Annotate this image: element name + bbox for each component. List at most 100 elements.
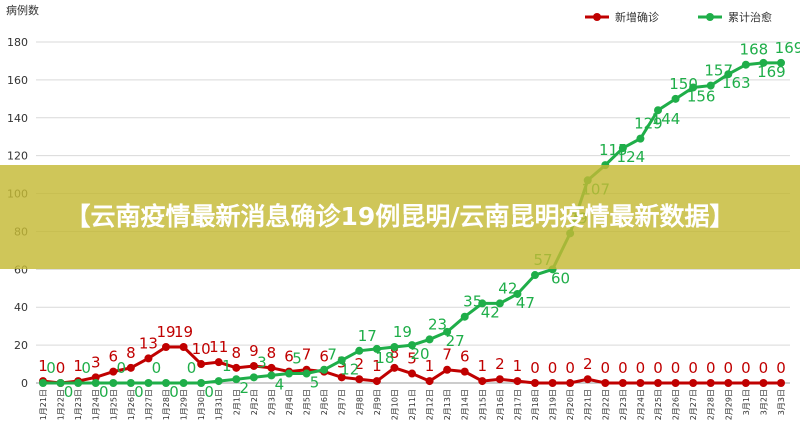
x-tick-label: 2月21日 [584, 389, 593, 420]
data-label: 0 [46, 359, 56, 377]
data-label: 0 [152, 359, 162, 377]
x-tick-label: 2月27日 [689, 389, 698, 420]
data-label: 129 [634, 115, 663, 133]
x-tick-label: 1月30日 [197, 389, 206, 420]
point [671, 379, 680, 387]
point [267, 371, 276, 380]
x-tick-label: 1月31日 [215, 389, 224, 420]
y-tick-label: 120 [7, 150, 28, 163]
x-tick-label: 1月21日 [39, 389, 48, 420]
x-tick-label: 1月24日 [92, 389, 101, 420]
data-label: 144 [652, 110, 681, 128]
point [109, 379, 118, 387]
data-label: 7 [302, 346, 312, 364]
x-tick-label: 2月22日 [601, 389, 610, 420]
data-label: 156 [687, 87, 716, 105]
point [583, 375, 592, 384]
x-tick-label: 1月28日 [162, 389, 171, 420]
x-tick-label: 2月25日 [654, 389, 663, 420]
x-tick-label: 2月9日 [373, 389, 382, 415]
data-label: 3 [91, 353, 101, 371]
data-label: 8 [232, 344, 242, 362]
data-label: 2 [495, 355, 505, 373]
data-label: 0 [618, 359, 628, 377]
point [372, 344, 381, 353]
data-label: 3 [257, 353, 267, 371]
legend-marker [706, 13, 714, 21]
data-label: 12 [340, 360, 359, 378]
point [285, 369, 293, 378]
data-label: 0 [117, 359, 127, 377]
data-label: 169 [775, 39, 800, 57]
data-label: 19 [174, 323, 193, 341]
data-label: 8 [390, 344, 400, 362]
point [741, 379, 750, 387]
y-tick-label: 140 [7, 112, 28, 125]
point [531, 379, 539, 387]
data-label: 0 [187, 359, 197, 377]
data-label: 0 [636, 359, 646, 377]
x-tick-label: 2月23日 [619, 389, 628, 420]
data-label: 0 [706, 359, 716, 377]
point [689, 379, 698, 387]
data-label: 0 [99, 383, 109, 401]
point [689, 83, 698, 92]
x-tick-label: 2月28日 [707, 389, 716, 420]
point [636, 134, 645, 143]
x-tick-label: 1月25日 [109, 389, 118, 420]
data-label: 168 [740, 41, 769, 59]
point [39, 379, 47, 387]
data-label: 5 [407, 350, 417, 368]
data-label: 163 [722, 74, 751, 92]
data-label: 0 [776, 359, 786, 377]
point [214, 358, 223, 367]
x-tick-label: 2月3日 [267, 389, 276, 415]
banner: 【云南疫情最新消息确诊19例昆明/云南昆明疫情最新数据】 [0, 165, 800, 269]
y-tick-label: 160 [7, 74, 28, 87]
point [513, 289, 522, 298]
x-tick-label: 2月29日 [724, 389, 733, 420]
data-label: 13 [139, 334, 158, 352]
x-tick-label: 1月23日 [74, 389, 83, 420]
legend-label: 新增确诊 [615, 10, 659, 24]
data-label: 19 [393, 323, 412, 341]
point [249, 373, 258, 382]
x-tick-label: 2月15日 [478, 389, 487, 420]
point [197, 379, 206, 387]
y-tick-label: 180 [7, 36, 28, 49]
data-label: 42 [481, 303, 500, 321]
point [390, 343, 399, 352]
data-label: 6 [109, 348, 119, 366]
point [162, 343, 170, 352]
data-label: 1 [38, 357, 48, 375]
x-tick-label: 2月6日 [320, 389, 329, 415]
x-tick-label: 3月1日 [742, 389, 751, 415]
data-label: 8 [126, 344, 136, 362]
point [355, 375, 364, 384]
data-label: 8 [267, 344, 277, 362]
x-tick-label: 2月19日 [549, 389, 558, 420]
point [109, 367, 118, 376]
legend-label: 累计治愈 [728, 10, 772, 24]
data-label: 1 [425, 357, 435, 375]
data-label: 0 [601, 359, 611, 377]
data-label: 0 [548, 359, 558, 377]
point [355, 346, 364, 355]
point [654, 106, 662, 115]
legend-marker [593, 13, 601, 21]
x-tick-label: 2月17日 [513, 389, 522, 420]
point [337, 373, 346, 382]
point [302, 369, 311, 378]
data-label: 23 [428, 315, 447, 333]
data-label: 6 [284, 348, 294, 366]
x-tick-label: 2月14日 [461, 389, 470, 420]
point [91, 373, 100, 382]
y-tick-label: 0 [21, 377, 28, 390]
point [478, 299, 487, 308]
point [759, 58, 768, 67]
point [372, 377, 381, 386]
point [126, 363, 135, 372]
x-tick-label: 1月22日 [57, 389, 66, 420]
